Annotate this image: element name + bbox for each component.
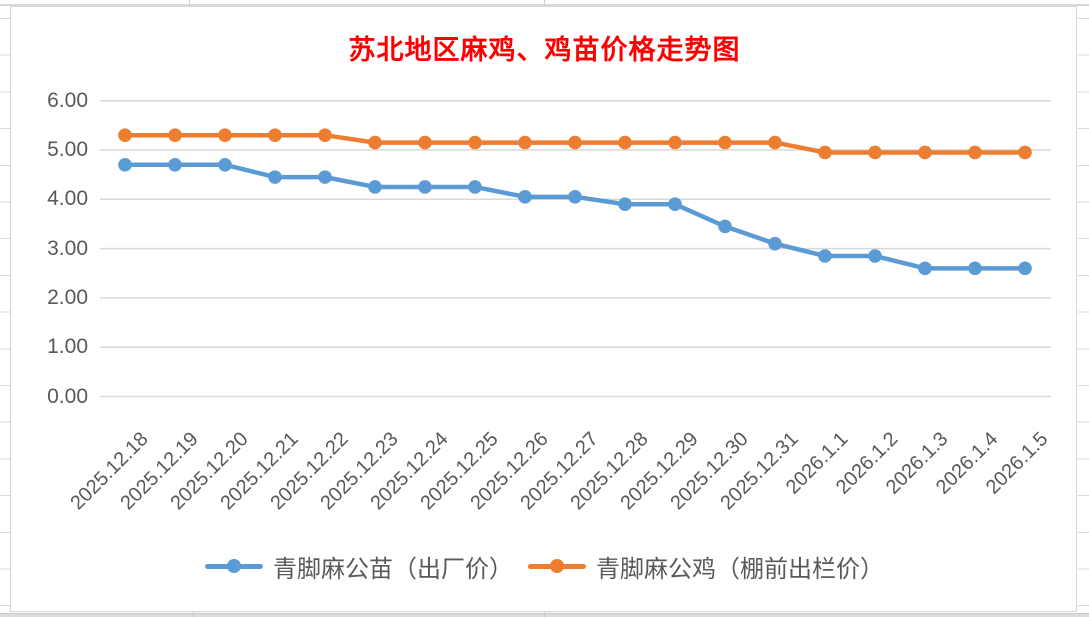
price-trend-chart[interactable] <box>10 6 1077 612</box>
worksheet-column-border <box>544 0 545 6</box>
legend-label: 青脚麻公鸡（棚前出栏价） <box>596 554 884 583</box>
legend-dot <box>227 559 241 573</box>
y-tick-label: 2.00 <box>47 285 88 309</box>
y-tick-label: 1.00 <box>47 335 88 359</box>
legend-line-marker-icon <box>205 559 263 573</box>
y-tick-label: 5.00 <box>47 138 88 161</box>
worksheet-column-border <box>193 611 194 617</box>
y-tick-label: 6.00 <box>47 88 88 112</box>
legend-item: 青脚麻公鸡（棚前出栏价） <box>528 549 884 584</box>
legend-label: 青脚麻公苗（出厂价） <box>273 554 513 583</box>
chart-legend: 青脚麻公苗（出厂价） 青脚麻公鸡（棚前出栏价） <box>0 549 1089 584</box>
worksheet-column-border <box>189 0 190 6</box>
legend-line-marker-icon <box>528 559 586 573</box>
y-tick-label: 3.00 <box>47 236 88 260</box>
worksheet-column-border <box>544 611 545 617</box>
legend-dot <box>550 559 564 573</box>
chart-title: 苏北地区麻鸡、鸡苗价格走势图 <box>348 35 741 66</box>
worksheet-right-row-lines <box>1078 18 1089 617</box>
y-tick-label: 0.00 <box>47 384 88 408</box>
legend-item: 青脚麻公苗（出厂价） <box>205 549 513 584</box>
y-tick-label: 4.00 <box>47 187 88 211</box>
worksheet-left-row-lines <box>0 18 10 617</box>
